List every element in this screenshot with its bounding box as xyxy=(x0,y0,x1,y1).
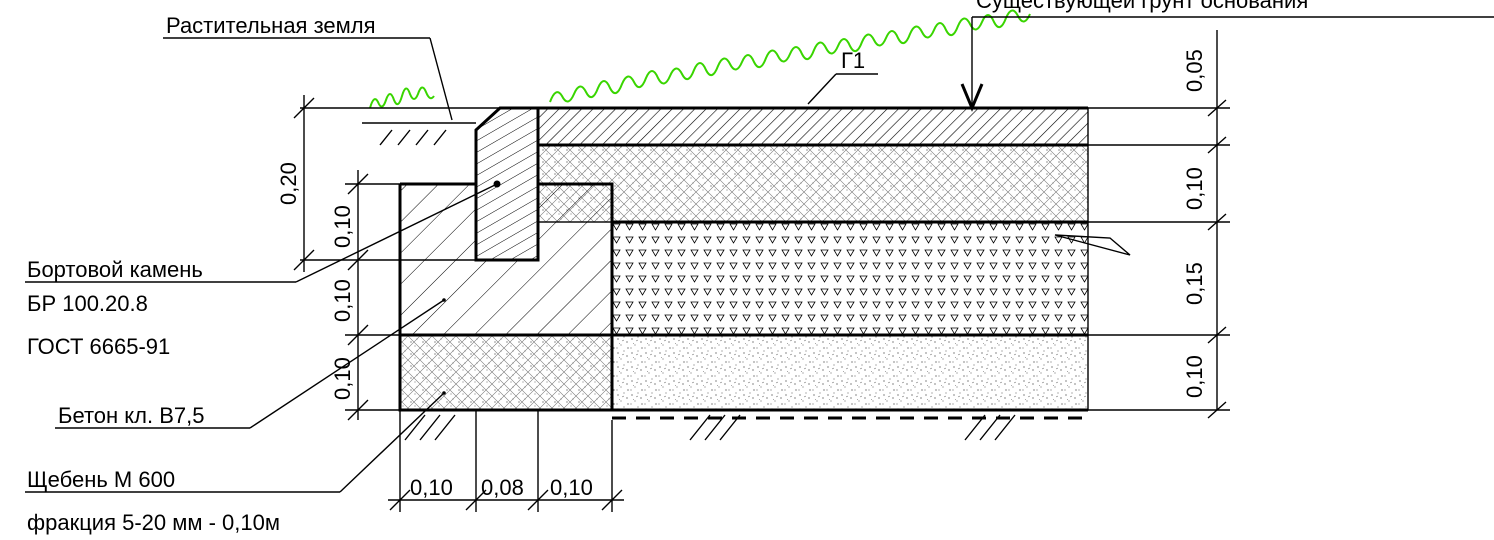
dimension-chain-right xyxy=(1088,30,1230,419)
label-existing-ground: Существующей грунт основания xyxy=(976,0,1308,13)
label-curb-line2: БР 100.20.8 xyxy=(27,291,148,316)
ground-hatch xyxy=(362,122,1016,441)
dim-left-1: 0,10 xyxy=(330,279,355,322)
dim-bottom-2: 0,10 xyxy=(550,475,593,500)
leader-lines xyxy=(25,16,1494,493)
grass-right xyxy=(549,9,1031,103)
dimension-chain-left xyxy=(293,95,500,421)
label-curb-line3: ГОСТ 6665-91 xyxy=(27,334,170,359)
layer-triangle-fill xyxy=(611,221,1089,336)
dim-left-2: 0,10 xyxy=(330,357,355,400)
dim-right-3: 0,10 xyxy=(1182,355,1207,398)
layer-sand xyxy=(611,334,1089,411)
label-gravel-line1: Щебень М 600 xyxy=(27,467,175,492)
label-g1: Г1 xyxy=(841,48,865,73)
dim-bottom-0: 0,10 xyxy=(410,475,453,500)
label-gravel-line2: фракция 5-20 мм - 0,10м xyxy=(27,510,280,535)
dimension-chain-bottom xyxy=(388,410,624,512)
label-concrete: Бетон кл. В7,5 xyxy=(58,403,204,428)
curb-stone xyxy=(474,106,540,262)
dim-bottom-1: 0,08 xyxy=(481,475,524,500)
dim-left-0: 0,10 xyxy=(330,205,355,248)
dim-curb-height: 0,20 xyxy=(276,162,301,205)
label-plant-soil: Растительная земля xyxy=(166,13,376,38)
label-curb-line1: Бортовой камень xyxy=(27,257,203,282)
dim-right-0: 0,05 xyxy=(1182,49,1207,92)
dim-right-1: 0,10 xyxy=(1182,167,1207,210)
gravel-base xyxy=(400,335,612,410)
grass-left xyxy=(369,86,435,109)
dim-right-2: 0,15 xyxy=(1182,262,1207,305)
layer-crushed-stone-top xyxy=(537,144,1089,223)
layer-asphalt xyxy=(537,107,1089,146)
